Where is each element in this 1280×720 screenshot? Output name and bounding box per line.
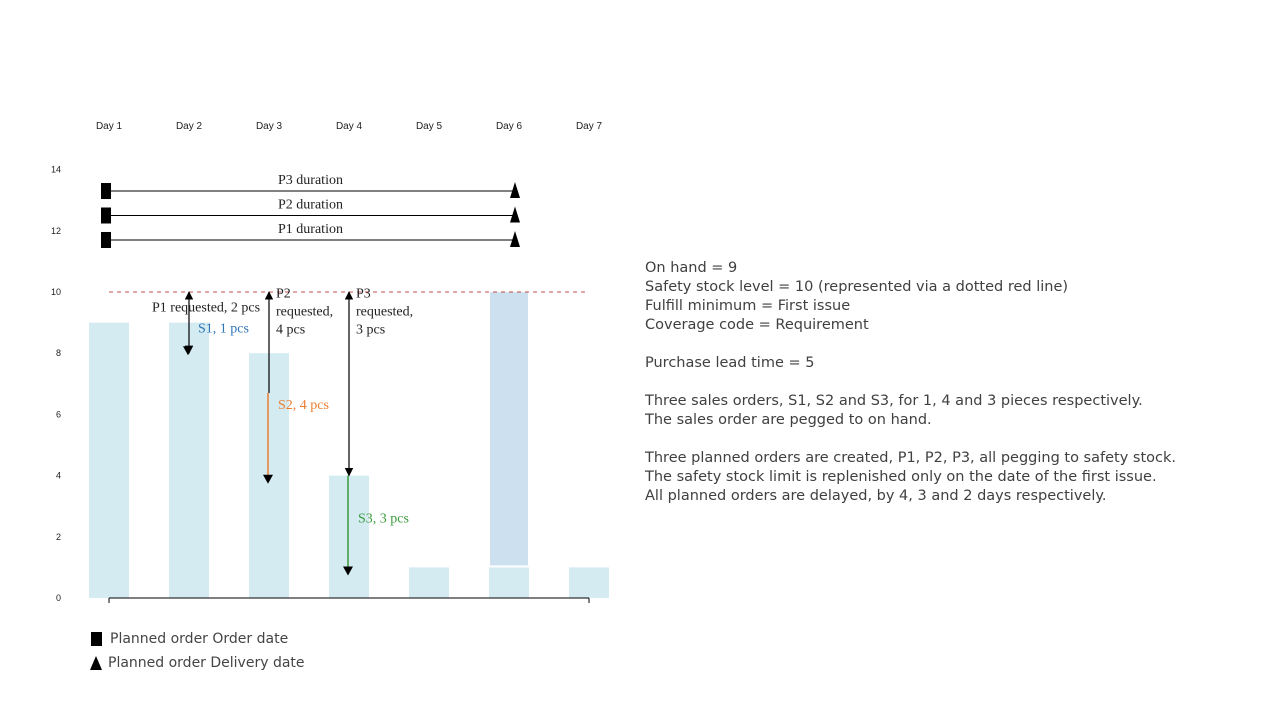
order-date-marker (101, 231, 111, 248)
note-line: All planned orders are delayed, by 4, 3 … (645, 488, 1107, 504)
note-spacer (645, 373, 1265, 392)
y-tick-label: 0 (56, 593, 61, 603)
note-spacer (645, 335, 1265, 354)
issue-label-s1: S1, 1 pcs (198, 322, 249, 337)
y-tick-label: 14 (51, 165, 61, 175)
issue-label-s2: S2, 4 pcs (278, 398, 329, 413)
square-marker-icon (91, 632, 102, 646)
y-tick-label: 12 (51, 226, 61, 236)
issue-arrowhead-s3 (343, 566, 353, 576)
bar-day-6 (489, 567, 529, 598)
note-line: The sales order are pegged to on hand. (645, 412, 932, 428)
day-label: Day 5 (416, 121, 443, 132)
request-label-p1: P1 requested, 2 pcs (152, 300, 260, 315)
bar-day-2 (169, 322, 209, 598)
issue-arrowhead-s1 (183, 346, 193, 356)
y-tick-label: 8 (56, 348, 61, 358)
y-tick-label: 4 (56, 471, 61, 481)
day-label: Day 4 (336, 121, 363, 132)
note-line: On hand = 9 (645, 260, 738, 276)
note-spacer (645, 430, 1265, 449)
bar-day-6-received (490, 292, 528, 566)
day-label: Day 3 (256, 121, 283, 132)
request-label-p2: P2 requested, 4 pcs (276, 287, 333, 338)
day-label: Day 1 (96, 121, 123, 132)
day-label: Day 6 (496, 121, 523, 132)
bar-day-4 (329, 475, 369, 598)
order-date-marker (101, 183, 111, 200)
issue-label-s3: S3, 3 pcs (358, 511, 409, 526)
duration-label: P1 duration (278, 222, 343, 237)
note-line: Coverage code = Requirement (645, 317, 869, 333)
legend-order-date-label: Planned order Order date (110, 631, 289, 647)
legend-order-date: Planned order Order date (90, 631, 288, 647)
note-line: Safety stock level = 10 (represented via… (645, 279, 1069, 295)
delivery-date-marker (510, 230, 520, 247)
duration-label: P3 duration (278, 173, 343, 188)
y-tick-label: 10 (51, 287, 61, 297)
inventory-chart: 0 2 4 6 8 10 12 14 Day 1 Day 2 Day 3 Day 4 Day 5 Day … (51, 121, 609, 603)
triangle-marker-icon (90, 656, 102, 670)
note-line: Purchase lead time = 5 (645, 355, 815, 371)
issue-arrowhead-s2 (263, 474, 273, 484)
legend-delivery-date: Planned order Delivery date (90, 655, 305, 671)
order-date-marker (101, 207, 111, 224)
bar-day-1 (89, 322, 129, 598)
note-line: Three sales orders, S1, S2 and S3, for 1… (645, 393, 1143, 409)
request-label-p3: P3 requested, 3 pcs (356, 287, 413, 338)
bar-day-7 (569, 567, 609, 598)
bar-day-5 (409, 567, 449, 598)
duration-label: P2 duration (278, 198, 343, 213)
scenario-notes: On hand = 9 Safety stock level = 10 (repr… (645, 259, 1265, 506)
day-label: Day 2 (176, 121, 203, 132)
note-line: Three planned orders are created, P1, P2… (645, 450, 1176, 466)
legend-delivery-date-label: Planned order Delivery date (108, 655, 305, 671)
note-line: Fulfill minimum = First issue (645, 298, 851, 314)
y-tick-label: 2 (56, 532, 61, 542)
delivery-date-marker (510, 206, 520, 223)
y-tick-label: 6 (56, 409, 61, 419)
day-label: Day 7 (576, 121, 603, 132)
delivery-date-marker (510, 182, 520, 199)
note-line: The safety stock limit is replenished on… (645, 469, 1157, 485)
